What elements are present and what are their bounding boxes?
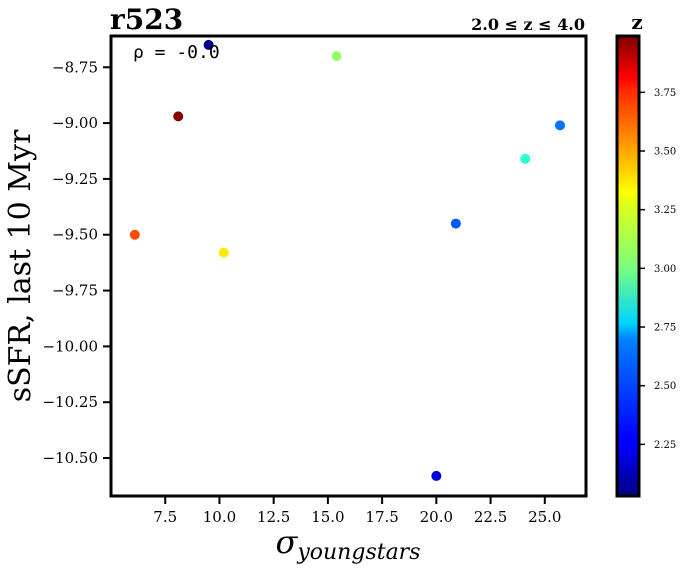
colorbar-tick-label: 3.50 — [654, 147, 676, 158]
x-axis-ticks: 7.5 10.0 12.5 15.0 17.5 20.0 22.5 25.0 — [153, 496, 561, 526]
scatter-point — [431, 470, 442, 481]
colorbar-tick-label: 2.50 — [654, 381, 676, 392]
y-tick-label: −10.25 — [42, 393, 98, 411]
scatter-point — [129, 229, 140, 240]
x-tick-label: 15.0 — [311, 508, 344, 526]
y-axis-ticks: −8.75 −9.00 −9.25 −9.50 −9.75 −10.00 −10.25 −10… — [42, 58, 111, 467]
y-tick-label: −10.50 — [42, 449, 98, 467]
x-tick-label: 20.0 — [420, 508, 453, 526]
scatter-point — [450, 218, 461, 229]
colorbar-tick-label: 3.25 — [654, 205, 676, 216]
x-axis-label: σyoungstars — [276, 523, 421, 565]
colorbar — [615, 34, 641, 498]
y-tick-label: −10.00 — [42, 337, 98, 355]
correlation-annotation: ρ = -0.0 — [133, 42, 220, 63]
x-tick-label: 17.5 — [365, 508, 398, 526]
x-tick-label: 25.0 — [528, 508, 561, 526]
y-tick-label: −9.25 — [52, 170, 98, 188]
x-axis-label-sub: youngstars — [296, 540, 420, 565]
plot-frame — [109, 34, 588, 498]
scatter-point — [554, 120, 565, 131]
y-tick-label: −9.75 — [52, 282, 98, 300]
scatter-point — [218, 247, 229, 258]
colorbar-tick-label: 3.75 — [654, 88, 676, 99]
scatter-point — [331, 51, 342, 62]
scatter-points — [129, 39, 565, 481]
colorbar-tick-label: 2.75 — [654, 323, 676, 334]
scatter-point — [520, 153, 531, 164]
scatter-point — [203, 39, 214, 50]
colorbar-ticks: 2.25 2.50 2.75 3.00 3.25 3.50 3.75 — [639, 88, 676, 451]
scatter-point — [173, 111, 184, 122]
y-axis-label: sSFR, last 10 Myr — [3, 129, 38, 402]
colorbar-tick-label: 2.25 — [654, 440, 676, 451]
x-tick-label: 7.5 — [153, 508, 177, 526]
chart-subtitle: 2.0 ≤ z ≤ 4.0 — [471, 15, 585, 34]
x-tick-label: 12.5 — [257, 508, 290, 526]
chart-title: r523 — [110, 3, 183, 36]
colorbar-tick-label: 3.00 — [654, 264, 676, 275]
x-axis-label-main: σ — [276, 523, 299, 561]
x-tick-label: 22.5 — [474, 508, 507, 526]
x-tick-label: 10.0 — [203, 508, 236, 526]
y-tick-label: −8.75 — [52, 58, 98, 76]
y-tick-label: −9.00 — [52, 114, 98, 132]
colorbar-label: z — [631, 10, 642, 34]
y-tick-label: −9.50 — [52, 226, 98, 244]
